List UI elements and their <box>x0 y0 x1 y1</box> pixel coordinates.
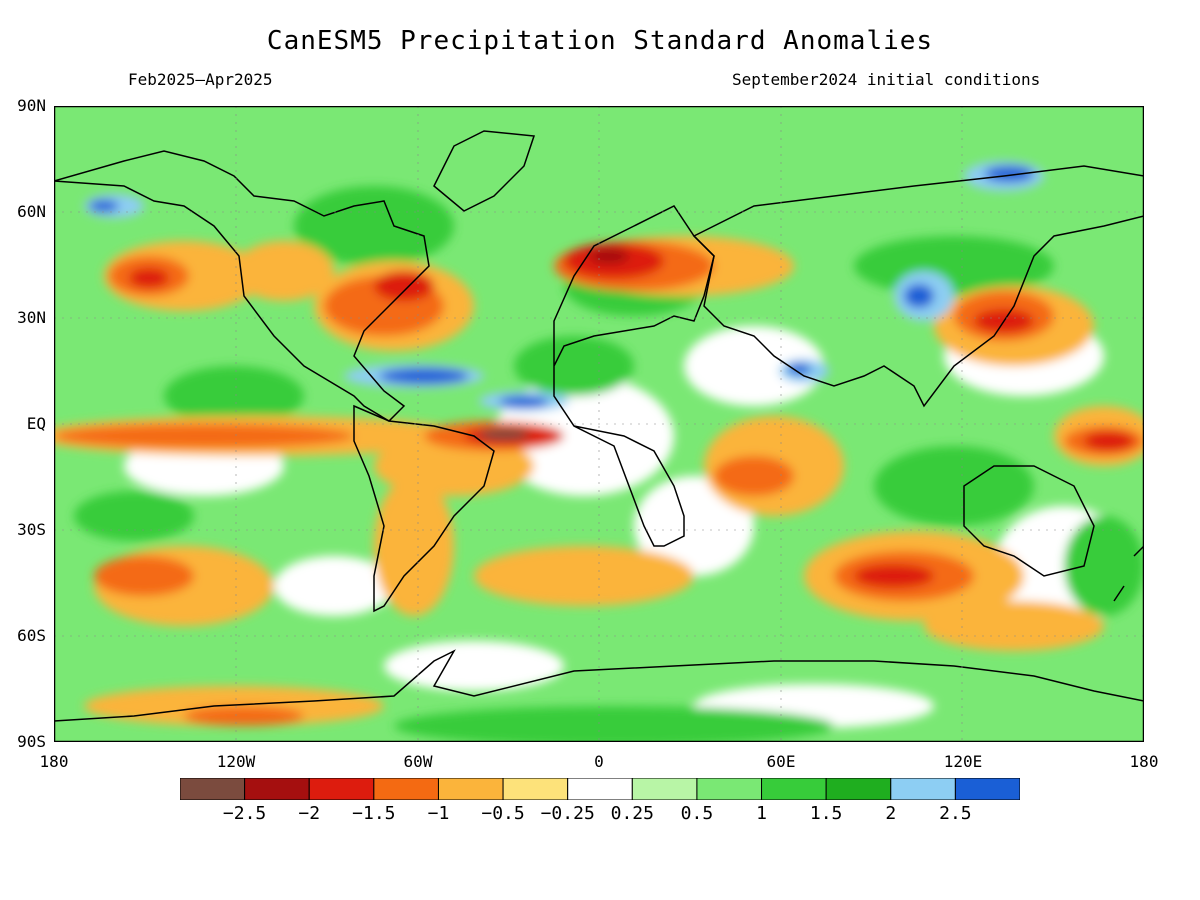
grid-lines <box>54 106 1144 742</box>
chart-title: CanESM5 Precipitation Standard Anomalies <box>266 26 934 56</box>
lat-label-30s: 30S <box>17 520 46 539</box>
colorbar-swatch <box>890 778 956 800</box>
colorbar-swatch <box>502 778 569 800</box>
colorbar-label: −0.5 <box>481 803 525 824</box>
lon-label-60w: 60W <box>403 752 433 771</box>
colorbar-swatch <box>761 778 827 800</box>
colorbar-swatch <box>308 778 375 800</box>
forecast-period: Feb2025–Apr2025 <box>128 70 273 89</box>
lat-label-90n: 90N <box>17 96 46 115</box>
colorbar-label: 2 <box>885 803 897 824</box>
colorbar-label: 1 <box>756 803 767 824</box>
colorbar-label: −1.5 <box>352 803 396 824</box>
lon-label-120e: 120E <box>943 752 983 771</box>
colorbar-swatch <box>244 778 310 800</box>
colorbar-swatch <box>825 778 892 800</box>
colorbar-swatch <box>437 778 504 800</box>
lon-label-180w: 180 <box>39 752 69 771</box>
colorbar-label: −2.5 <box>222 803 267 824</box>
anomaly-field <box>54 161 1144 742</box>
colorbar-swatch <box>567 778 633 800</box>
colorbar-label: 0.25 <box>610 803 654 824</box>
lon-label-0: 0 <box>594 752 604 771</box>
colorbar-label: 1.5 <box>809 803 843 824</box>
colorbar-label: −1 <box>427 803 450 824</box>
colorbar-label: −2 <box>298 803 321 824</box>
lon-label-180e: 180 <box>1129 752 1159 771</box>
lat-label-30n: 30N <box>17 308 46 327</box>
colorbar-swatch <box>631 778 698 800</box>
colorbar-swatch <box>180 778 246 800</box>
colorbar-swatch <box>696 778 763 800</box>
lat-label-90s: 90S <box>17 732 46 751</box>
colorbar <box>180 778 1020 800</box>
anomaly-map <box>54 106 1144 742</box>
lon-label-60e: 60E <box>766 752 796 771</box>
coastlines <box>54 130 1144 722</box>
lat-label-eq: EQ <box>26 414 46 433</box>
colorbar-label: −0.25 <box>540 803 595 824</box>
colorbar-swatch <box>954 778 1020 800</box>
colorbar-label: 0.5 <box>680 803 714 824</box>
colorbar-label: 2.5 <box>939 803 972 824</box>
lat-label-60s: 60S <box>17 626 46 645</box>
colorbar-swatch <box>373 778 439 800</box>
lon-label-120w: 120W <box>216 752 256 771</box>
initial-conditions: September2024 initial conditions <box>732 70 1041 89</box>
lat-label-60n: 60N <box>17 202 46 221</box>
